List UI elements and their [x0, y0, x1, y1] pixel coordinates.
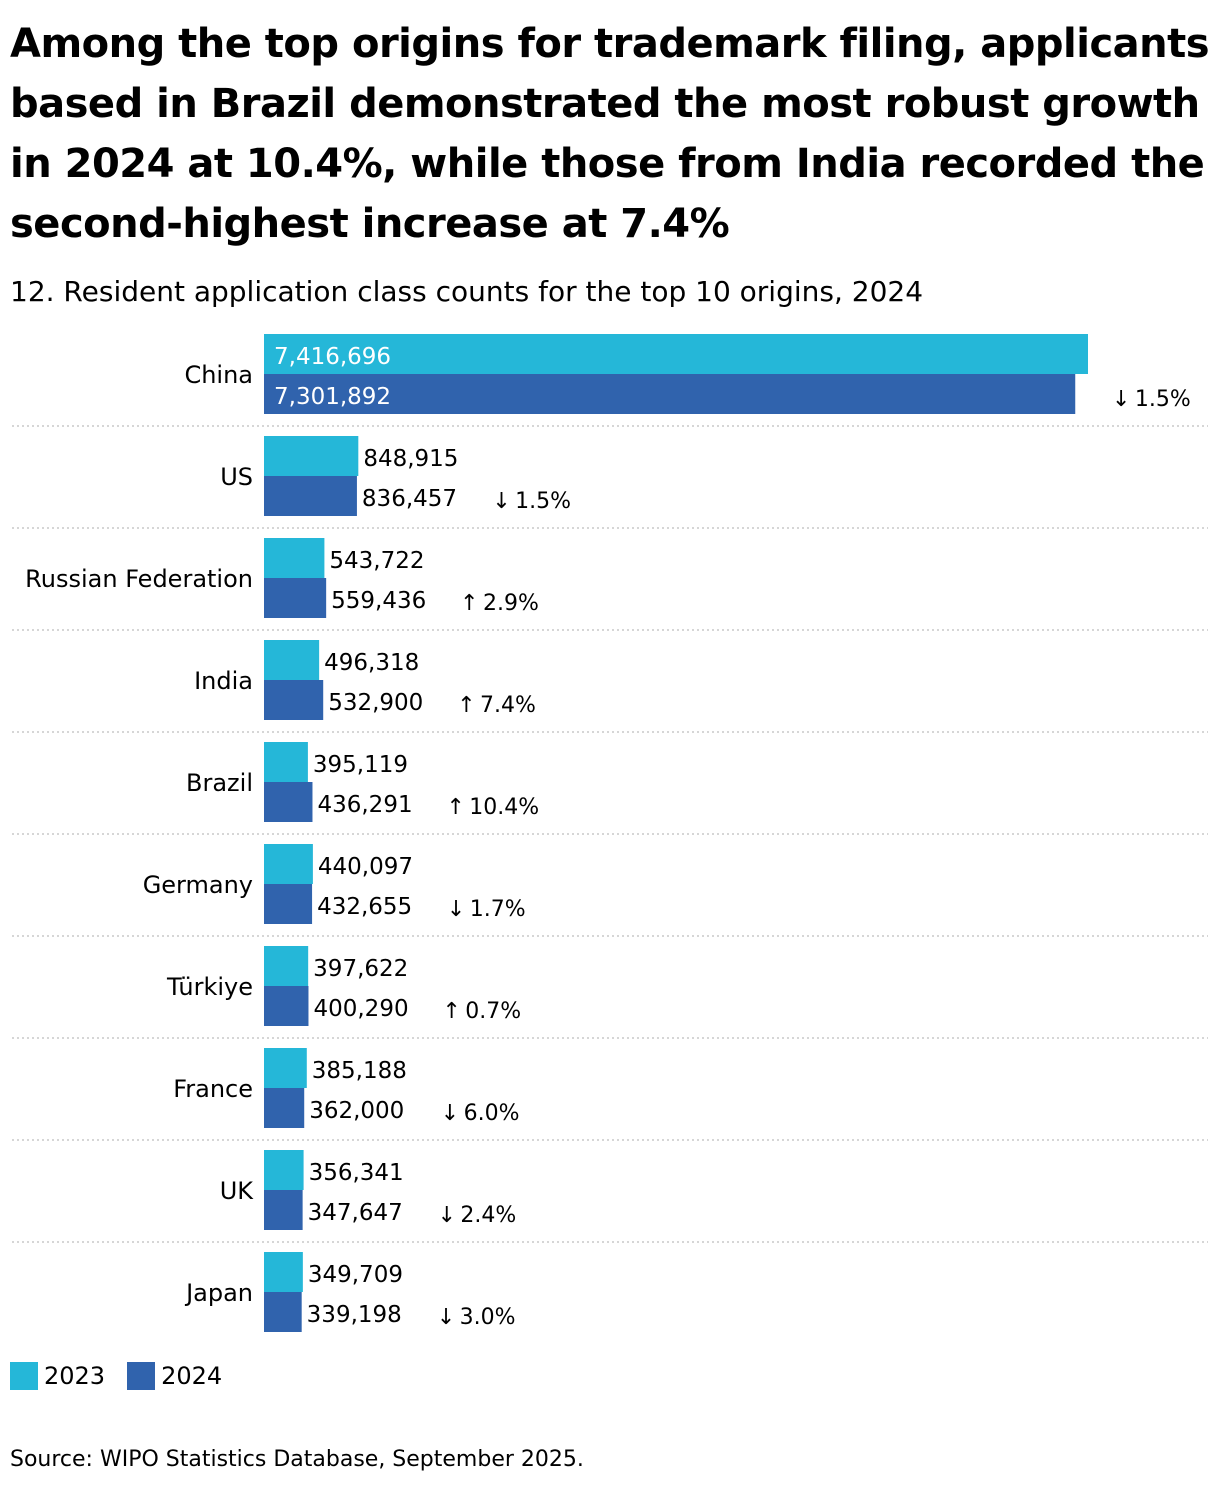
data-label-japan-2024: 339,198: [307, 1302, 402, 1328]
legend-swatch-2024: [127, 1362, 156, 1390]
category-label-china: China: [184, 361, 253, 389]
bar-t-rkiye-2023: [264, 946, 309, 986]
data-label-france-2024: 362,000: [309, 1098, 404, 1124]
bar-us-2023: [264, 436, 359, 476]
data-label-brazil-2023: 395,119: [313, 752, 408, 778]
data-label-germany-2024: 432,655: [317, 894, 412, 920]
data-label-russian-federation-2023: 543,722: [329, 548, 424, 574]
legend-item-2023: 2023: [10, 1362, 105, 1390]
change-label-india: ↑ 7.4%: [457, 693, 536, 718]
legend-swatch-2023: [10, 1362, 38, 1390]
change-label-japan: ↓ 3.0%: [437, 1305, 516, 1330]
category-label-russian-federation: Russian Federation: [25, 565, 253, 593]
bar-brazil-2024: [264, 782, 313, 822]
change-label-us: ↓ 1.5%: [492, 489, 571, 514]
category-label-germany: Germany: [143, 871, 253, 899]
category-label-france: France: [173, 1075, 253, 1103]
bar-india-2024: [264, 680, 324, 720]
bar-japan-2023: [264, 1252, 303, 1292]
category-label-brazil: Brazil: [186, 769, 253, 797]
change-label-france: ↓ 6.0%: [441, 1101, 520, 1126]
bar-uk-2023: [264, 1150, 304, 1190]
change-label-china: ↓ 1.5%: [1112, 387, 1191, 412]
category-label-uk: UK: [220, 1177, 255, 1205]
data-label-japan-2023: 349,709: [308, 1262, 403, 1288]
bar-uk-2024: [264, 1190, 303, 1230]
category-label-t-rkiye: Türkiye: [166, 973, 253, 1001]
data-label-t-rkiye-2023: 397,622: [313, 956, 408, 982]
data-label-t-rkiye-2024: 400,290: [313, 996, 408, 1022]
bar-us-2024: [264, 476, 357, 516]
bar-china-2024: [264, 374, 1076, 414]
legend-item-2024: 2024: [127, 1362, 222, 1390]
bar-russian-federation-2024: [264, 578, 327, 618]
data-label-uk-2023: 356,341: [309, 1160, 404, 1186]
category-label-japan: Japan: [184, 1279, 253, 1307]
bar-germany-2024: [264, 884, 313, 924]
data-label-china-2024: 7,301,892: [274, 384, 391, 410]
bar-t-rkiye-2024: [264, 986, 309, 1026]
bar-france-2023: [264, 1048, 307, 1088]
data-label-brazil-2024: 436,291: [317, 792, 412, 818]
data-label-india-2023: 496,318: [324, 650, 419, 676]
chart-title: Among the top origins for trademark fili…: [10, 21, 1210, 247]
bar-india-2023: [264, 640, 320, 680]
legend-label-2024: 2024: [161, 1362, 223, 1390]
change-label-germany: ↓ 1.7%: [447, 897, 526, 922]
change-label-uk: ↓ 2.4%: [438, 1203, 517, 1228]
bar-france-2024: [264, 1088, 305, 1128]
data-label-india-2024: 532,900: [328, 690, 423, 716]
change-label-brazil: ↑ 10.4%: [446, 795, 539, 820]
change-label-russian-federation: ↑ 2.9%: [460, 591, 539, 616]
data-label-us-2023: 848,915: [363, 446, 458, 472]
data-label-france-2023: 385,188: [312, 1058, 407, 1084]
chart-subtitle: 12. Resident application class counts fo…: [10, 275, 924, 308]
data-label-germany-2023: 440,097: [318, 854, 413, 880]
bar-germany-2023: [264, 844, 313, 884]
category-label-india: India: [194, 667, 253, 695]
bar-russian-federation-2023: [264, 538, 325, 578]
source-note: Source: WIPO Statistics Database, Septem…: [10, 1447, 584, 1472]
category-label-us: US: [220, 463, 253, 491]
data-label-china-2023: 7,416,696: [274, 344, 391, 370]
change-label-t-rkiye: ↑ 0.7%: [442, 999, 521, 1024]
legend-label-2023: 2023: [44, 1362, 106, 1390]
bar-chart: China 7,416,696 7,301,892 ↓ 1.5% US 848,915 83…: [12, 334, 1208, 1332]
bar-japan-2024: [264, 1292, 302, 1332]
data-label-uk-2024: 347,647: [308, 1200, 403, 1226]
legend: 2023 2024: [10, 1362, 244, 1390]
data-label-russian-federation-2024: 559,436: [331, 588, 426, 614]
data-label-us-2024: 836,457: [362, 486, 457, 512]
bar-brazil-2023: [264, 742, 308, 782]
bar-china-2023: [264, 334, 1088, 374]
